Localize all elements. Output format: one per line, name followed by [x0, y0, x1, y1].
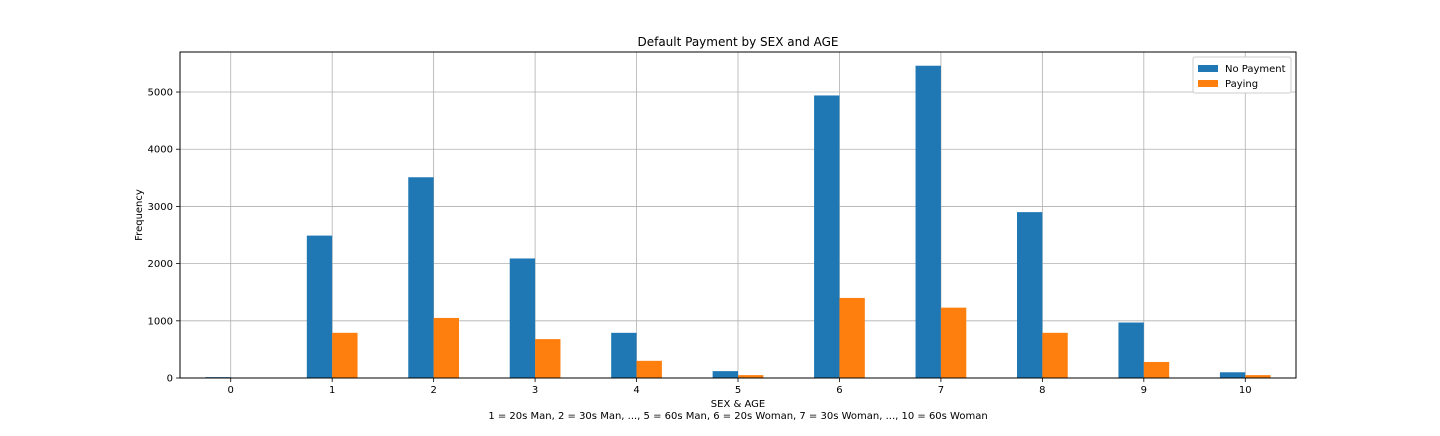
x-axis-subtitle: 1 = 20s Man, 2 = 30s Man, ..., 5 = 60s M… — [488, 411, 987, 422]
legend-label-paying: Paying — [1225, 79, 1258, 90]
bar-paying — [1144, 362, 1169, 378]
bar-no-payment — [916, 66, 941, 378]
bar-paying — [332, 333, 357, 378]
bar-paying — [535, 339, 560, 378]
y-tick-label: 1000 — [148, 316, 173, 327]
bar-no-payment — [713, 371, 738, 378]
x-tick-label: 9 — [1141, 385, 1147, 396]
bar-paying — [839, 298, 864, 378]
y-tick-label: 2000 — [148, 259, 173, 270]
x-tick-label: 4 — [633, 385, 639, 396]
bar-paying — [434, 318, 459, 378]
x-tick-label: 7 — [938, 385, 944, 396]
bar-no-payment — [307, 236, 332, 378]
bar-no-payment — [814, 95, 839, 378]
legend-label-no-payment: No Payment — [1225, 64, 1286, 75]
bar-no-payment — [510, 258, 535, 378]
x-tick-label: 1 — [329, 385, 335, 396]
bar-no-payment — [408, 177, 433, 378]
x-tick-label: 5 — [735, 385, 741, 396]
x-tick-label: 2 — [430, 385, 436, 396]
y-tick-label: 5000 — [148, 88, 173, 99]
legend-swatch-no-payment — [1198, 65, 1218, 72]
bar-no-payment — [1118, 323, 1143, 378]
y-tick-label: 3000 — [148, 202, 173, 213]
x-axis-label: SEX & AGE — [711, 399, 765, 410]
chart-title: Default Payment by SEX and AGE — [637, 35, 838, 49]
bar-no-payment — [611, 333, 636, 378]
legend-swatch-paying — [1198, 80, 1218, 87]
x-tick-label: 10 — [1239, 385, 1252, 396]
y-tick-label: 0 — [167, 374, 173, 385]
x-tick-label: 8 — [1039, 385, 1045, 396]
legend: No Payment Paying — [1193, 57, 1291, 93]
x-tick-label: 6 — [836, 385, 842, 396]
x-tick-label: 3 — [532, 385, 538, 396]
bar-paying — [941, 308, 966, 378]
bar-no-payment — [1017, 212, 1042, 378]
y-tick-label: 4000 — [148, 145, 173, 156]
bar-no-payment — [1220, 372, 1245, 378]
bar-paying — [637, 361, 662, 378]
bar-paying — [1042, 333, 1067, 378]
y-axis-label: Frequency — [134, 189, 145, 241]
x-tick-label: 0 — [228, 385, 234, 396]
